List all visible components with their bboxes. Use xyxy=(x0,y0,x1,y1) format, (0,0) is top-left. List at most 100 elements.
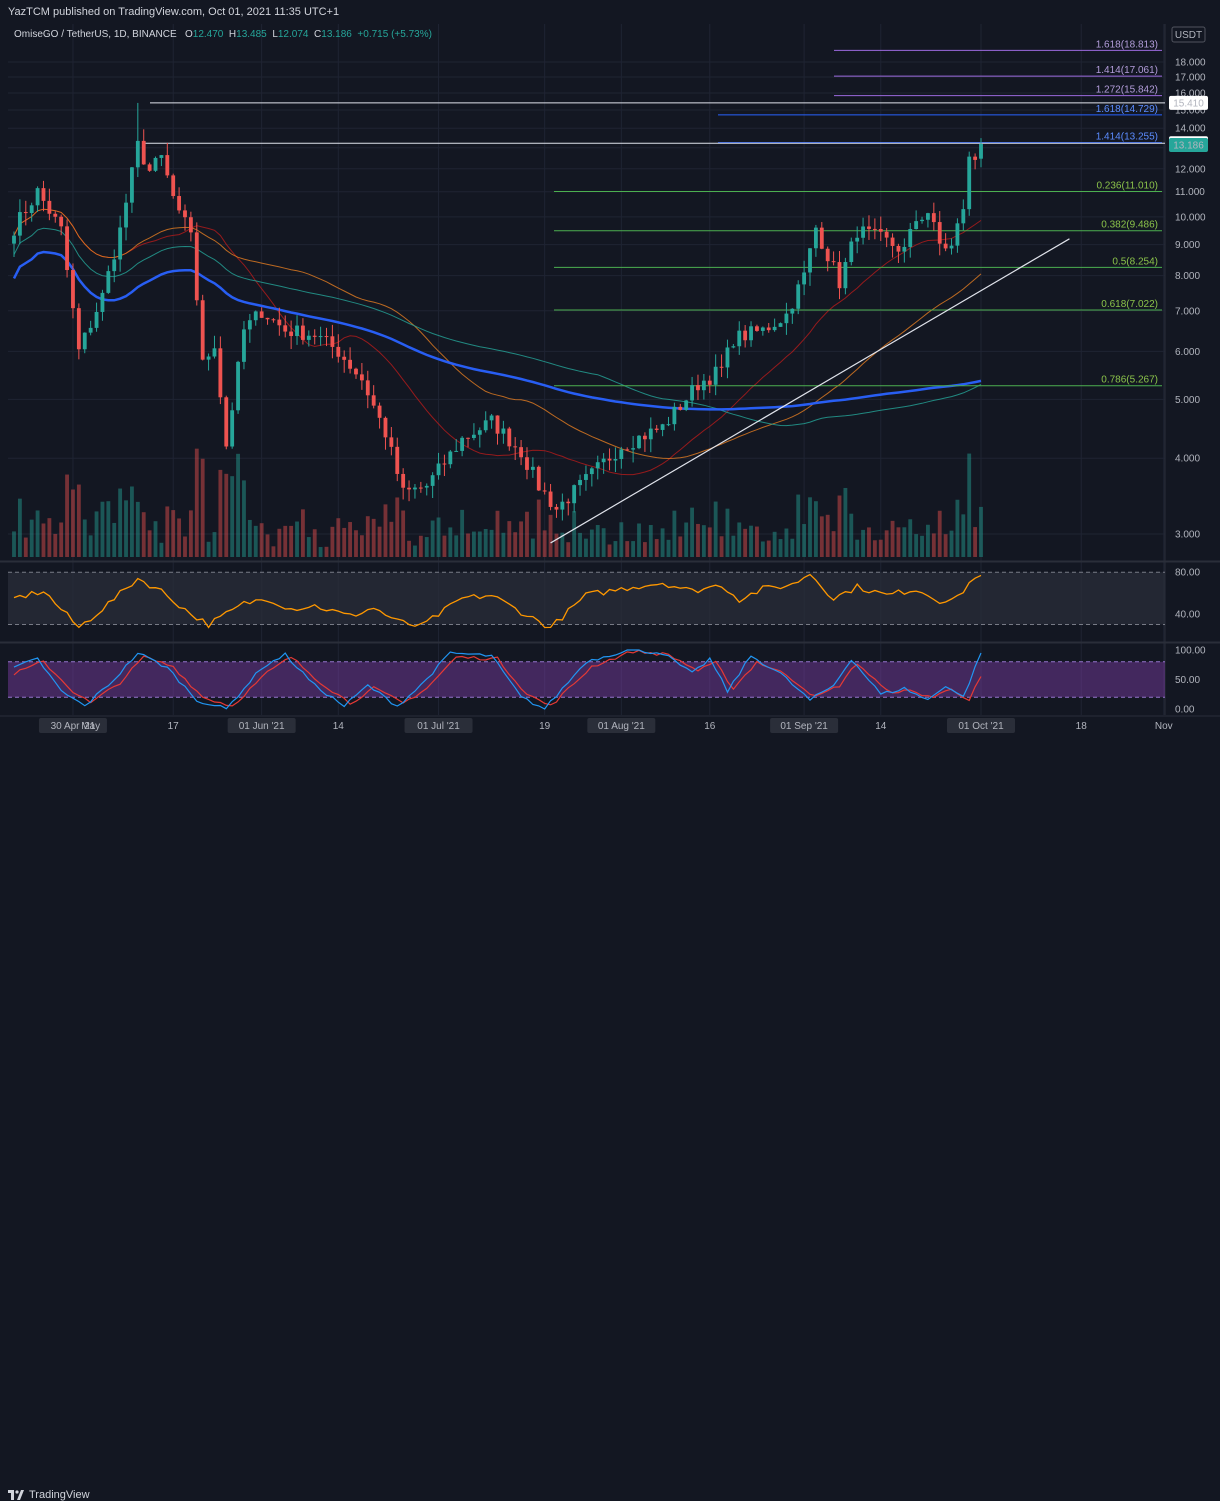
candle-body[interactable] xyxy=(29,205,34,214)
candle-body[interactable] xyxy=(572,485,577,504)
candle-body[interactable] xyxy=(477,430,482,435)
candle-body[interactable] xyxy=(796,284,801,309)
candle-body[interactable] xyxy=(660,424,665,430)
candle-body[interactable] xyxy=(247,320,252,330)
trendline-line[interactable] xyxy=(550,238,1070,544)
candle-body[interactable] xyxy=(141,140,146,165)
candle-body[interactable] xyxy=(454,450,459,452)
candle-body[interactable] xyxy=(896,245,901,252)
candle-body[interactable] xyxy=(525,457,529,470)
candle-body[interactable] xyxy=(395,446,400,474)
candle-body[interactable] xyxy=(17,212,22,236)
candle-body[interactable] xyxy=(88,327,93,333)
candle-body[interactable] xyxy=(35,188,40,206)
candle-body[interactable] xyxy=(931,213,936,223)
candle-body[interactable] xyxy=(878,229,883,232)
candle-body[interactable] xyxy=(725,347,730,368)
candle-body[interactable] xyxy=(59,216,64,227)
candle-body[interactable] xyxy=(206,356,211,360)
candle-body[interactable] xyxy=(194,232,199,301)
candle-body[interactable] xyxy=(914,221,919,230)
candle-body[interactable] xyxy=(200,300,205,360)
candle-body[interactable] xyxy=(631,448,636,450)
candle-body[interactable] xyxy=(749,326,753,341)
candle-body[interactable] xyxy=(277,319,282,326)
candle-body[interactable] xyxy=(442,463,447,465)
candle-body[interactable] xyxy=(955,223,960,246)
candle-body[interactable] xyxy=(619,449,624,460)
candle-body[interactable] xyxy=(348,359,353,369)
candle-body[interactable] xyxy=(519,447,524,458)
candlesticks[interactable] xyxy=(12,102,983,521)
candle-body[interactable] xyxy=(855,237,860,242)
candle-body[interactable] xyxy=(448,451,453,465)
candle-body[interactable] xyxy=(471,434,476,438)
candle-body[interactable] xyxy=(772,326,777,331)
candle-body[interactable] xyxy=(130,167,134,203)
candle-body[interactable] xyxy=(159,155,164,158)
candle-body[interactable] xyxy=(648,428,653,440)
candle-body[interactable] xyxy=(536,466,541,491)
candle-body[interactable] xyxy=(23,212,28,214)
candle-body[interactable] xyxy=(707,380,712,385)
candle-body[interactable] xyxy=(118,227,123,260)
candle-body[interactable] xyxy=(401,473,406,488)
candle-body[interactable] xyxy=(324,336,329,338)
candle-body[interactable] xyxy=(973,156,978,160)
candle-body[interactable] xyxy=(371,395,376,406)
rsi-pane[interactable]: 80.00 40.00 xyxy=(8,568,1200,629)
candle-body[interactable] xyxy=(65,226,69,271)
candle-body[interactable] xyxy=(961,209,966,224)
candle-body[interactable] xyxy=(289,331,294,337)
candle-body[interactable] xyxy=(342,356,347,360)
candle-body[interactable] xyxy=(666,424,671,426)
tradingview-brand[interactable]: TradingView xyxy=(8,1489,90,1501)
candle-body[interactable] xyxy=(153,157,158,171)
price-axis[interactable]: 3.000 4.000 5.000 6.000 7.000 8.000 9.000 10.00… xyxy=(1169,26,1208,541)
candle-body[interactable] xyxy=(867,226,871,229)
candle-body[interactable] xyxy=(890,237,895,246)
candle-body[interactable] xyxy=(601,458,606,463)
candle-body[interactable] xyxy=(12,235,16,244)
candle-body[interactable] xyxy=(413,487,417,490)
candle-body[interactable] xyxy=(884,231,889,238)
candle-body[interactable] xyxy=(566,501,571,504)
candle-body[interactable] xyxy=(589,468,594,475)
candle-body[interactable] xyxy=(489,415,494,421)
candle-body[interactable] xyxy=(560,501,565,510)
candle-body[interactable] xyxy=(943,243,948,249)
candle-body[interactable] xyxy=(177,196,182,211)
candle-body[interactable] xyxy=(920,219,924,222)
trendline[interactable] xyxy=(550,238,1070,544)
candle-body[interactable] xyxy=(295,325,299,337)
candle-body[interactable] xyxy=(843,262,848,289)
candle-body[interactable] xyxy=(165,155,170,176)
candle-body[interactable] xyxy=(513,446,518,448)
candle-body[interactable] xyxy=(112,259,117,272)
candle-body[interactable] xyxy=(259,311,264,318)
candle-body[interactable] xyxy=(755,326,759,331)
candle-body[interactable] xyxy=(212,348,217,357)
candle-body[interactable] xyxy=(483,420,488,431)
candle-body[interactable] xyxy=(94,311,99,328)
rsi-line[interactable] xyxy=(13,573,982,629)
candle-body[interactable] xyxy=(554,506,559,510)
stoch-k-line[interactable] xyxy=(13,649,982,710)
candle-body[interactable] xyxy=(466,437,470,439)
candle-body[interactable] xyxy=(613,459,618,461)
candle-body[interactable] xyxy=(230,410,235,447)
candle-body[interactable] xyxy=(808,248,812,273)
candle-body[interactable] xyxy=(642,435,647,440)
candle-body[interactable] xyxy=(819,227,824,249)
candle-body[interactable] xyxy=(654,428,659,430)
candle-body[interactable] xyxy=(377,405,382,418)
candle-body[interactable] xyxy=(595,462,600,469)
candle-body[interactable] xyxy=(41,188,46,201)
candle-body[interactable] xyxy=(330,336,335,347)
candle-body[interactable] xyxy=(902,246,907,252)
candle-body[interactable] xyxy=(637,435,641,449)
candle-body[interactable] xyxy=(760,327,765,331)
candle-body[interactable] xyxy=(584,474,588,480)
